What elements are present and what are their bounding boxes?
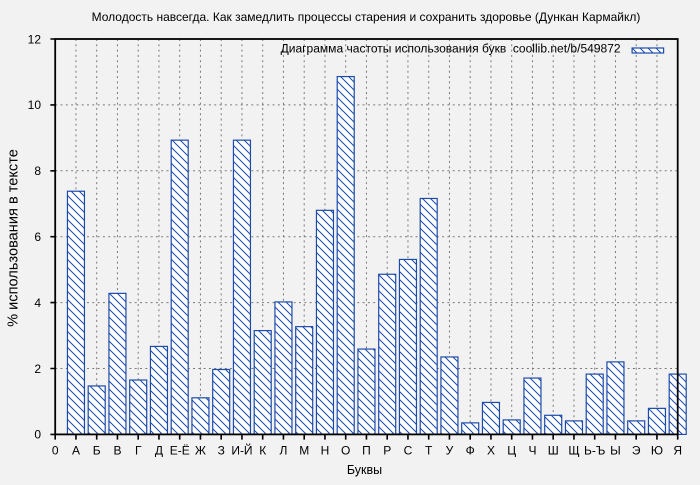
svg-text:4: 4 [34,296,41,310]
svg-text:Ю: Ю [651,444,663,458]
svg-text:0: 0 [34,428,41,442]
svg-text:2: 2 [34,362,41,376]
svg-text:Ц: Ц [507,444,516,458]
svg-text:Ч: Ч [528,444,536,458]
svg-text:0: 0 [52,444,59,458]
svg-text:Н: Н [321,444,330,458]
svg-text:Ы: Ы [610,444,621,458]
svg-text:Т: Т [425,444,433,458]
svg-text:И-Й: И-Й [231,443,252,458]
svg-text:М: М [299,444,309,458]
svg-text:Ш: Ш [548,444,559,458]
svg-text:% использования в тексте: % использования в тексте [6,149,22,327]
svg-text:У: У [446,444,454,458]
svg-text:К: К [259,444,266,458]
svg-text:Э: Э [632,444,641,458]
svg-text:Ь-Ъ: Ь-Ъ [584,444,605,458]
svg-text:Буквы: Буквы [347,463,382,477]
svg-text:Ж: Ж [195,444,206,458]
svg-text:Диаграмма частоты использовани: Диаграмма частоты использования букв coo… [281,44,621,56]
svg-text:Х: Х [487,444,495,458]
svg-text:8: 8 [34,164,41,178]
svg-text:10: 10 [28,98,42,112]
svg-text:Р: Р [383,444,391,458]
svg-text:О: О [341,444,350,458]
svg-text:П: П [362,444,371,458]
svg-text:Г: Г [135,444,142,458]
svg-text:Д: Д [155,444,163,458]
svg-text:З: З [218,444,225,458]
svg-text:6: 6 [34,230,41,244]
svg-text:Б: Б [93,444,101,458]
svg-text:Щ: Щ [568,444,579,458]
svg-text:12: 12 [28,32,42,46]
svg-text:Молодость навсегда. Как замедл: Молодость навсегда. Как замедлить процес… [92,10,641,24]
svg-text:А: А [72,444,80,458]
svg-text:Е-Ё: Е-Ё [170,444,190,458]
svg-text:Л: Л [280,444,288,458]
svg-text:В: В [113,444,121,458]
svg-text:Ф: Ф [466,444,475,458]
svg-text:Я: Я [673,444,682,458]
svg-text:С: С [404,444,413,458]
